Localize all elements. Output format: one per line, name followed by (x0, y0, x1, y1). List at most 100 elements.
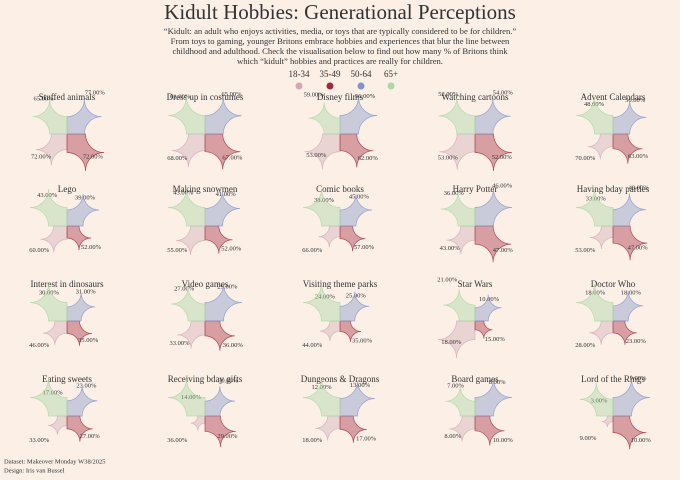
panel-title: Having bday parties (577, 184, 650, 194)
value-label: 18.00% (621, 290, 642, 297)
petal (204, 320, 235, 351)
subtitle-line: “Kidult: an adult who enjoys activities,… (164, 26, 517, 36)
value-label: 38.00% (314, 197, 335, 204)
panel-title: Comic books (316, 184, 364, 194)
petal (171, 133, 206, 168)
petal (474, 133, 513, 172)
subtitle-line: childhood and adulthood. Check the visua… (172, 46, 508, 56)
value-label: 77.00% (85, 89, 106, 96)
panel-title: Watching cartoons (441, 92, 509, 102)
petal (339, 381, 375, 417)
legend-label: 18-34 (289, 69, 310, 79)
petal (339, 415, 367, 443)
value-label: 27.00% (80, 433, 101, 440)
value-label: 29.00% (217, 284, 238, 291)
value-label: 41.00% (216, 191, 237, 198)
value-label: 36.00% (444, 190, 465, 197)
petal (474, 320, 493, 339)
value-label: 15.00% (485, 336, 506, 343)
petal (29, 378, 68, 417)
petal (612, 290, 644, 322)
source-note: Dataset: Makeover Monday W38/2025 (4, 458, 106, 465)
petal (204, 283, 243, 322)
value-label: 39.00% (75, 194, 96, 201)
petal (176, 225, 206, 255)
petal (339, 291, 370, 322)
petal (66, 225, 92, 251)
value-label: 52.00% (492, 154, 513, 161)
panel-title: Stuffed animals (39, 92, 96, 102)
value-label: 56.00% (355, 93, 376, 100)
petal (204, 97, 242, 135)
petal (319, 320, 341, 342)
petal (204, 386, 235, 417)
petal (612, 193, 646, 227)
petal (474, 225, 512, 263)
value-label: 33.00% (170, 340, 191, 347)
legend-swatch (295, 82, 303, 90)
value-label: 8.00% (444, 433, 461, 440)
petal (204, 415, 236, 447)
value-label: 29.00% (217, 433, 238, 440)
petal (66, 99, 102, 135)
value-label: 66.00% (302, 247, 323, 254)
panel-title: Doctor Who (591, 279, 636, 289)
value-label: 7.00% (447, 383, 464, 390)
petal (612, 133, 643, 164)
panel-title: Harry Potter (453, 184, 498, 194)
panel-title: Advent Calendars (581, 92, 646, 102)
petal (66, 292, 96, 322)
petal (171, 287, 206, 322)
value-label: 57.00% (354, 244, 375, 251)
value-label: 30.00% (39, 289, 60, 296)
value-label: 14.00% (181, 394, 202, 401)
value-label: 63.00% (628, 153, 649, 160)
value-label: 10.00% (631, 437, 652, 444)
petal (575, 188, 614, 227)
panel-title: Star Wars (458, 279, 493, 289)
panel-title: Lord of the Rings (581, 374, 645, 384)
value-label: 33.00% (586, 195, 607, 202)
value-label: 35.00% (78, 337, 99, 344)
petal (29, 188, 68, 227)
value-label: 35.00% (352, 338, 373, 345)
value-label: 46.00% (29, 342, 50, 349)
petal (474, 98, 511, 135)
petal (167, 96, 206, 135)
petal (589, 225, 614, 250)
value-label: 43.00% (440, 245, 461, 252)
petal (29, 283, 68, 322)
value-label: 10.00% (493, 437, 514, 444)
petal (190, 415, 206, 431)
petal (612, 378, 651, 417)
value-label: 53.00% (306, 152, 327, 159)
value-label: 45.00% (349, 193, 370, 200)
value-label: 49.00% (629, 184, 650, 191)
value-label: 18.00% (585, 290, 606, 297)
panel-title: Visiting theme parks (303, 279, 378, 289)
value-label: 65.00% (34, 95, 55, 102)
value-label: 53.00% (575, 247, 596, 254)
value-label: 44.00% (302, 342, 323, 349)
value-label: 9.00% (630, 375, 647, 382)
legend-label: 65+ (384, 69, 398, 79)
legend-swatch (387, 82, 395, 90)
value-label: 28.00% (575, 342, 596, 349)
petal (308, 102, 341, 135)
legend-label: 50-64 (351, 69, 372, 79)
value-label: 12.00% (311, 384, 332, 391)
petal (437, 320, 476, 359)
value-label: 61.00% (170, 93, 191, 100)
petal (612, 100, 647, 135)
value-label: 36.00% (223, 342, 244, 349)
petal (204, 191, 240, 227)
petal (474, 378, 513, 417)
value-label: 23.00% (626, 338, 647, 345)
panel-title: Lego (58, 184, 77, 194)
value-label: 18.00% (302, 437, 323, 444)
panel-title: Dress up in costumes (167, 92, 244, 102)
petal (302, 188, 341, 227)
panel-title: Disney films (317, 92, 364, 102)
petal (474, 294, 502, 322)
value-label: 62.00% (358, 155, 379, 162)
